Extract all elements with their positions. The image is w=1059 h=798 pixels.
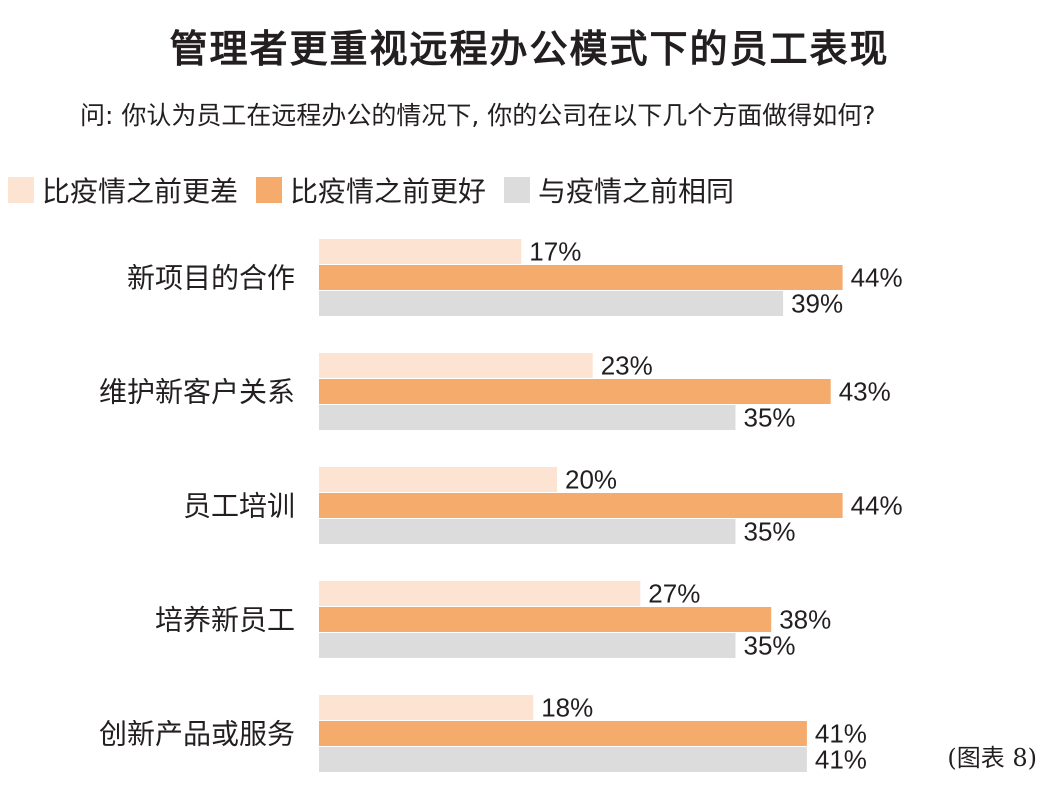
legend-swatch-better — [256, 177, 283, 203]
legend-item-worse: 比疫情之前更差 — [8, 170, 238, 210]
bar-same — [319, 519, 736, 544]
legend-item-same: 与疫情之前相同 — [504, 170, 734, 210]
bar-better — [319, 379, 831, 404]
bar-worse — [319, 239, 522, 264]
value-label-same: 39% — [791, 289, 843, 319]
bar-same — [319, 747, 807, 772]
value-label-same: 35% — [744, 403, 796, 433]
category-label: 新项目的合作 — [127, 262, 295, 295]
legend-item-better: 比疫情之前更好 — [256, 170, 486, 210]
survey-question: 问: 你认为员工在远程办公的情况下, 你的公司在以下几个方面做得如何? — [80, 101, 876, 130]
bar-worse — [319, 467, 557, 492]
bar-better — [319, 493, 843, 518]
bar-worse — [319, 353, 593, 378]
chart-title: 管理者更重视远程办公模式下的员工表现 — [169, 27, 890, 71]
legend-label-same: 与疫情之前相同 — [538, 175, 735, 208]
category-label: 培养新员工 — [155, 604, 295, 637]
bar-group-5: 创新产品或服务 18% 41%41% — [99, 693, 867, 775]
bar-better — [319, 721, 807, 746]
bar-group-1: 新项目的合作 17% 44% 39% — [127, 237, 903, 319]
bar-same — [319, 405, 736, 430]
bar-group-3: 员工培训 20% 44% 35% — [183, 465, 903, 547]
value-label-better: 41% — [815, 719, 867, 749]
value-label-same: 35% — [744, 517, 796, 547]
value-label-worse: 18% — [541, 693, 593, 723]
value-label-better: 43% — [839, 377, 891, 407]
bar-better — [319, 265, 843, 290]
figure-note: (图表 8) — [947, 744, 1037, 772]
value-label-better: 44% — [851, 491, 903, 521]
value-label-worse: 20% — [565, 465, 617, 495]
legend-swatch-worse — [8, 177, 34, 203]
category-label: 员工培训 — [183, 490, 295, 523]
category-label: 创新产品或服务 — [99, 718, 295, 751]
bar-same — [319, 633, 736, 658]
value-label-worse: 27% — [648, 579, 700, 609]
bar-group-4: 培养新员工 27% 38%35% — [155, 579, 831, 661]
legend: 比疫情之前更差 比疫情之前更好 与疫情之前相同 — [8, 170, 752, 210]
category-label: 维护新客户关系 — [99, 376, 295, 409]
bar-better — [319, 607, 772, 632]
value-label-same: 35% — [744, 631, 796, 661]
bar-same — [319, 291, 784, 316]
bar-worse — [319, 581, 641, 606]
legend-label-better: 比疫情之前更好 — [290, 175, 487, 208]
value-label-same: 41% — [815, 745, 867, 775]
value-label-worse: 23% — [601, 351, 653, 381]
legend-swatch-same — [504, 177, 531, 203]
bar-worse — [319, 695, 534, 720]
value-label-better: 38% — [779, 605, 831, 635]
bar-group-2: 维护新客户关系 23% 43% 35% — [99, 351, 891, 433]
legend-label-worse: 比疫情之前更差 — [42, 175, 239, 208]
value-label-better: 44% — [851, 263, 903, 293]
value-label-worse: 17% — [529, 237, 581, 267]
